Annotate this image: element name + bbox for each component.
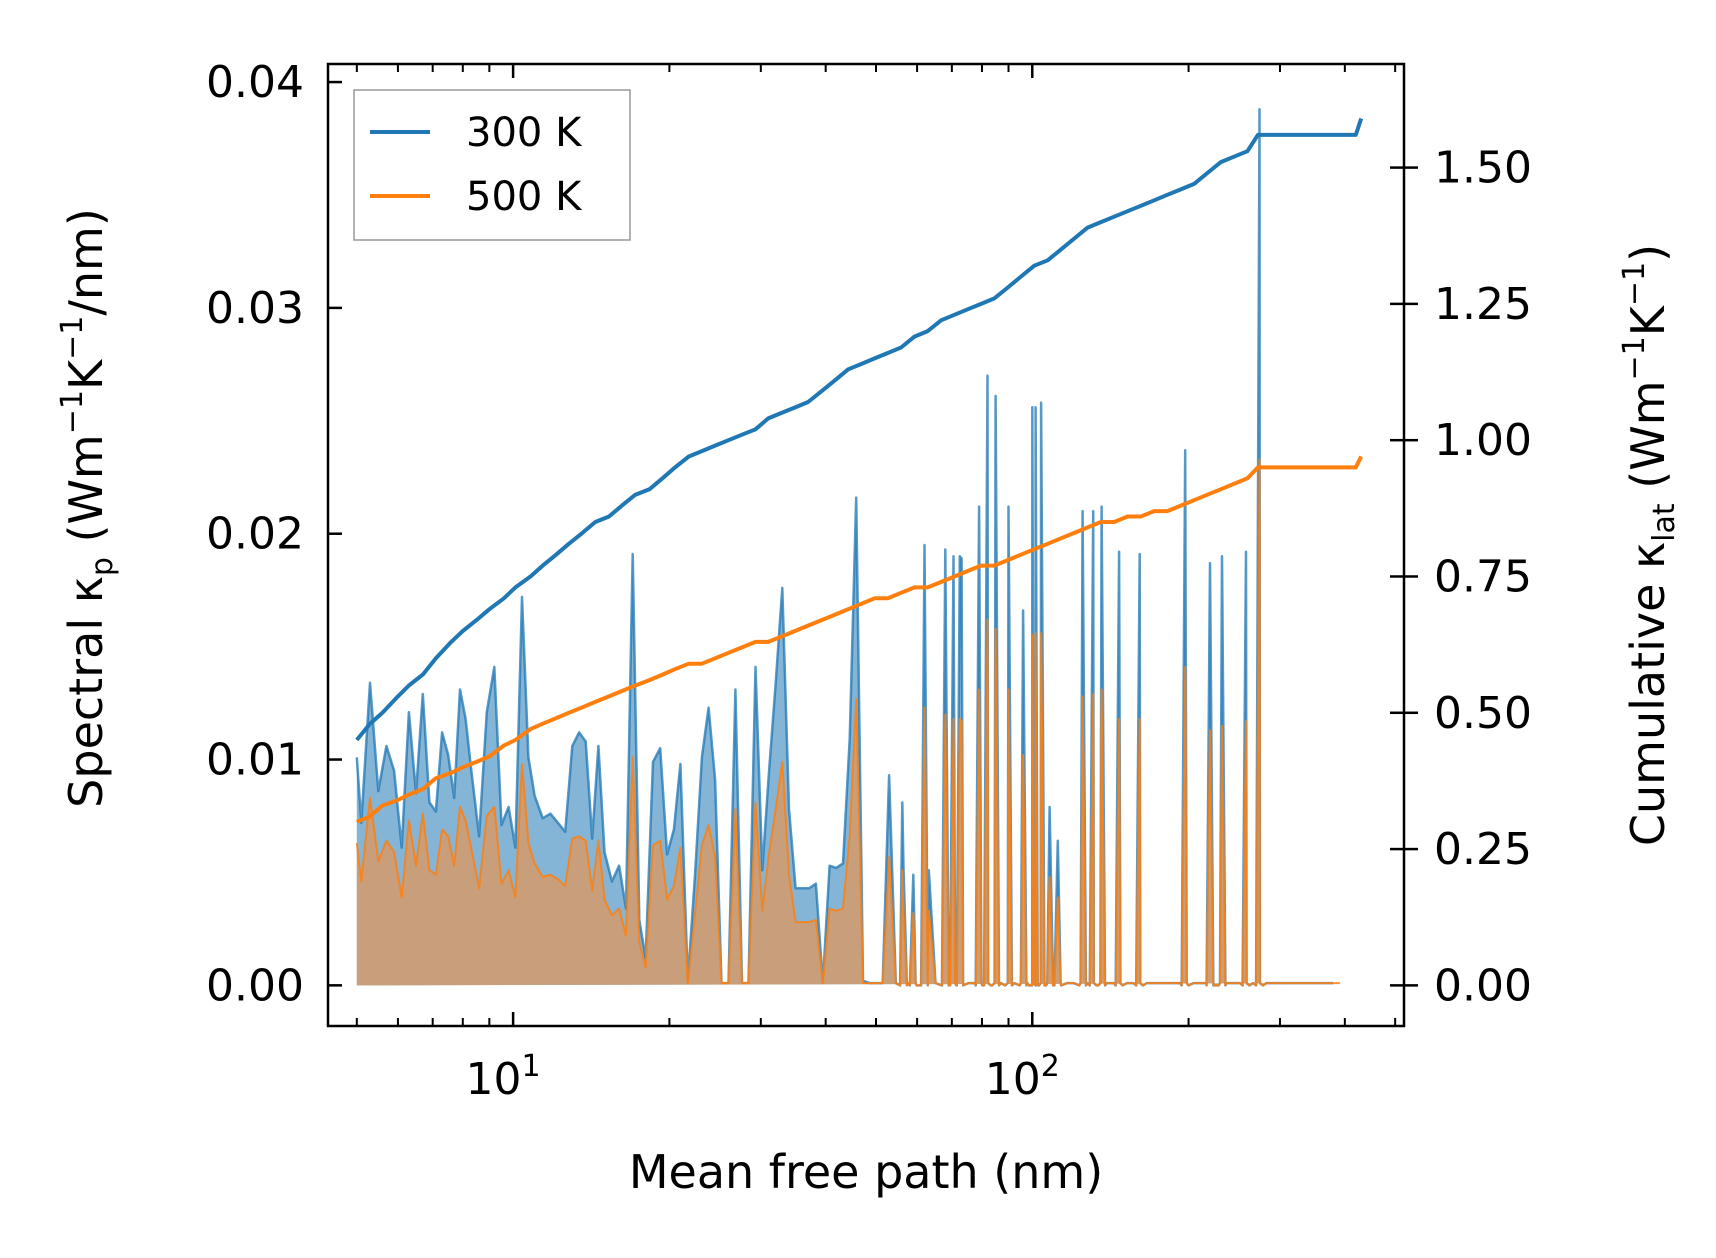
legend: 300 K 500 K (353, 89, 631, 241)
axes: 0.00 0.01 0.02 0.03 0.04 0.00 0.25 0.50 0.75 1.00… (206, 57, 1532, 1105)
y-left-tick-label: 0.01 (206, 735, 304, 786)
spectral-500K-area (356, 459, 1340, 986)
left-y-axis-title: Spectral κp (Wm−1K−1/nm) (55, 208, 120, 808)
y-right-tick-label: 1.50 (1434, 143, 1532, 194)
plot-area (355, 107, 1364, 987)
y-right-tick-label: 1.25 (1434, 279, 1532, 330)
y-left-tick-label: 0.02 (206, 509, 304, 560)
cumulative-300K-line (355, 117, 1364, 742)
axes-frame (326, 62, 1406, 1028)
y-right-tick-label: 1.00 (1434, 415, 1532, 466)
y-right-tick-label: 0.00 (1434, 960, 1532, 1011)
y-left-tick-label: 0.03 (206, 283, 304, 334)
x-tick-label: 102 (985, 1049, 1060, 1105)
x-tick-label: 101 (466, 1049, 541, 1105)
legend-label-300K: 300 K (466, 110, 583, 156)
x-axis-title: Mean free path (nm) (629, 1145, 1103, 1199)
y-right-tick-label: 0.25 (1434, 824, 1532, 875)
spectral-500K-line (355, 458, 1340, 987)
y-left-tick-label: 0.00 (206, 960, 304, 1011)
right-y-axis-title: Cumulative κlat (Wm−1K−1) (1617, 244, 1682, 846)
y-right-tick-label: 0.50 (1434, 688, 1532, 739)
cumulative-500K-line (356, 455, 1363, 824)
y-left-tick-label: 0.04 (206, 57, 304, 108)
y-right-tick-label: 0.75 (1434, 551, 1532, 602)
legend-label-500K: 500 K (466, 174, 583, 220)
legend-frame (353, 89, 631, 241)
